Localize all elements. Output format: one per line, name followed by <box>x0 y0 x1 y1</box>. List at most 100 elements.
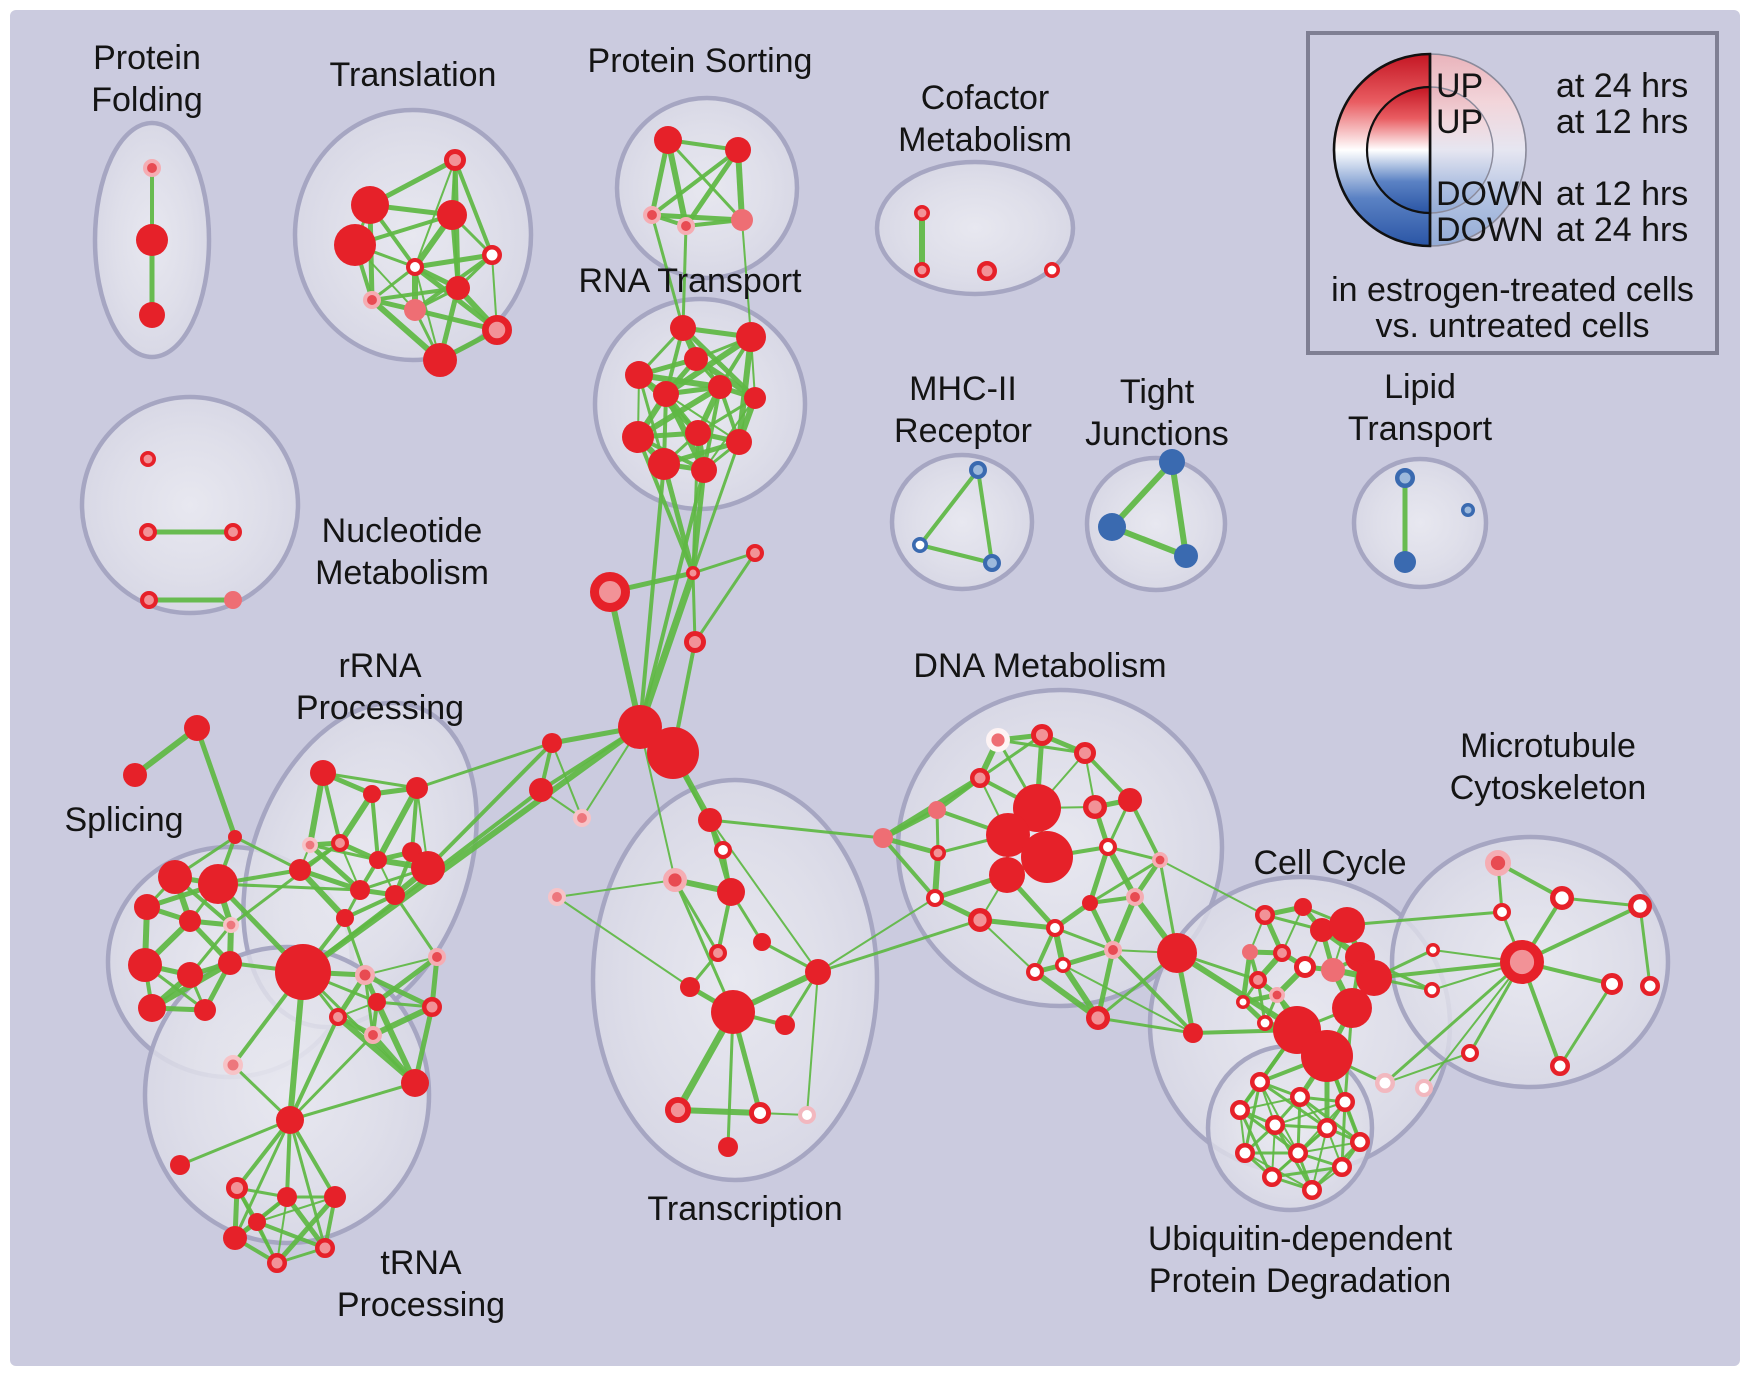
edge <box>1384 1052 1471 1084</box>
node <box>1082 895 1098 911</box>
node <box>648 448 680 480</box>
node <box>1290 1087 1310 1107</box>
edge <box>308 843 362 892</box>
node <box>798 1106 817 1125</box>
node <box>275 944 331 1000</box>
edge <box>979 917 1056 931</box>
node <box>1118 788 1142 812</box>
edge <box>673 879 735 1013</box>
cluster-label-ubiquitin-degradation: Ubiquitin-dependent <box>1148 1220 1453 1258</box>
node <box>625 361 653 389</box>
node <box>140 450 157 467</box>
node <box>1073 741 1096 764</box>
edge <box>256 1220 326 1250</box>
legend-direction-label: DOWN <box>1436 175 1544 213</box>
edge <box>661 463 696 574</box>
edge <box>453 159 494 256</box>
edge <box>1384 960 1523 1085</box>
node <box>276 1106 304 1134</box>
node <box>691 457 717 483</box>
edge <box>426 741 554 870</box>
node <box>1250 1072 1270 1092</box>
node <box>423 343 457 377</box>
node <box>663 868 688 893</box>
node <box>1317 1118 1337 1138</box>
edge <box>881 836 937 900</box>
node <box>1269 986 1286 1003</box>
edge <box>416 741 553 790</box>
node <box>223 523 242 542</box>
edge <box>1110 895 1138 952</box>
node <box>482 315 512 345</box>
node <box>542 733 562 753</box>
edge <box>371 265 416 302</box>
cluster-label-protein-folding: Folding <box>91 81 203 119</box>
node <box>683 630 706 653</box>
node <box>198 864 238 904</box>
legend-circle-half <box>1365 85 1432 215</box>
node <box>1159 449 1185 475</box>
node <box>1461 503 1475 517</box>
edge <box>363 972 434 1010</box>
node <box>1152 851 1169 868</box>
node <box>158 860 192 894</box>
node <box>315 1238 335 1258</box>
cluster-label-rrna-processing: Processing <box>296 689 464 727</box>
node <box>1257 1014 1274 1031</box>
node <box>1236 995 1250 1009</box>
legend-direction-label: UP <box>1436 103 1483 141</box>
edge <box>976 469 994 564</box>
node <box>404 299 426 321</box>
edge <box>1239 1096 1301 1111</box>
node <box>711 990 755 1034</box>
node <box>1302 1180 1322 1200</box>
node <box>653 381 679 407</box>
node <box>1126 888 1145 907</box>
cluster-label-nucleotide-metabolism: Metabolism <box>315 554 489 592</box>
edge <box>1638 905 1652 987</box>
node <box>573 809 592 828</box>
edge <box>1271 1165 1343 1179</box>
node <box>194 999 216 1021</box>
node <box>136 224 168 256</box>
node <box>664 1097 691 1124</box>
edge <box>288 1118 337 1199</box>
node <box>684 347 708 371</box>
node <box>1321 958 1345 982</box>
node <box>1600 972 1623 995</box>
node <box>328 1008 347 1027</box>
node <box>446 276 470 300</box>
node <box>170 1155 190 1175</box>
node <box>1415 1079 1434 1098</box>
node <box>1493 903 1512 922</box>
node <box>647 727 699 779</box>
edge <box>692 551 756 575</box>
node <box>1104 941 1123 960</box>
edge <box>636 384 722 440</box>
edge <box>393 894 439 958</box>
edge <box>665 393 740 443</box>
cluster-label-dna-metabolism: DNA Metabolism <box>913 647 1166 685</box>
node <box>224 591 242 609</box>
node <box>1099 838 1118 857</box>
node <box>1310 918 1334 942</box>
node <box>1255 905 1275 925</box>
edge <box>638 469 706 728</box>
edge <box>638 463 666 728</box>
legend-circle-half <box>1429 86 1494 214</box>
node <box>223 1226 247 1250</box>
edge <box>666 138 744 222</box>
node <box>1055 956 1072 973</box>
legend-direction-label: UP <box>1436 67 1483 105</box>
edge <box>1311 1127 1328 1191</box>
edge <box>919 543 993 565</box>
edge <box>414 252 493 270</box>
node <box>444 149 467 172</box>
cluster-ellipse-transcription <box>590 777 880 1183</box>
node <box>248 1213 266 1231</box>
node <box>142 158 161 177</box>
cluster-label-rna-transport: RNA Transport <box>579 262 803 300</box>
node <box>1030 723 1053 746</box>
legend-time-label: at 24 hrs <box>1556 67 1688 105</box>
